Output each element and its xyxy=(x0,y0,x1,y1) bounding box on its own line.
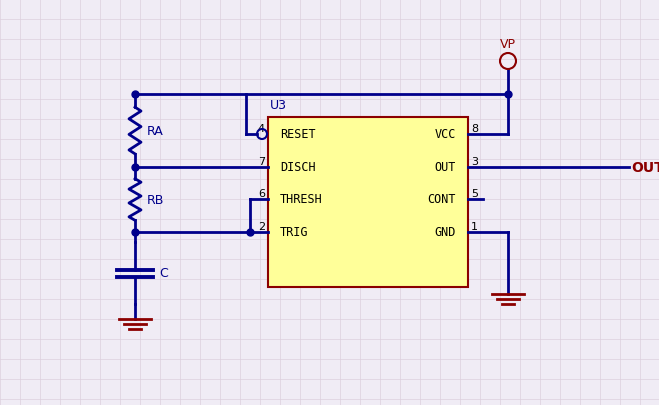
Text: 7: 7 xyxy=(258,157,265,166)
Bar xyxy=(268,118,468,287)
Text: DISCH: DISCH xyxy=(280,161,316,174)
Text: VCC: VCC xyxy=(435,128,456,141)
Text: 6: 6 xyxy=(258,189,265,198)
Text: 3: 3 xyxy=(471,157,478,166)
Text: 8: 8 xyxy=(471,124,478,134)
Text: VP: VP xyxy=(500,38,516,51)
Text: RB: RB xyxy=(147,194,164,207)
Text: RESET: RESET xyxy=(280,128,316,141)
Text: 4: 4 xyxy=(258,124,265,134)
Text: TRIG: TRIG xyxy=(280,226,308,239)
Text: OUT: OUT xyxy=(631,161,659,175)
Text: C: C xyxy=(159,267,168,280)
Text: 5: 5 xyxy=(471,189,478,198)
Text: 1: 1 xyxy=(471,222,478,231)
Text: 2: 2 xyxy=(258,222,265,231)
Text: OUT: OUT xyxy=(435,161,456,174)
Text: GND: GND xyxy=(435,226,456,239)
Text: THRESH: THRESH xyxy=(280,193,323,206)
Text: CONT: CONT xyxy=(428,193,456,206)
Text: U3: U3 xyxy=(270,99,287,112)
Text: RA: RA xyxy=(147,125,163,138)
